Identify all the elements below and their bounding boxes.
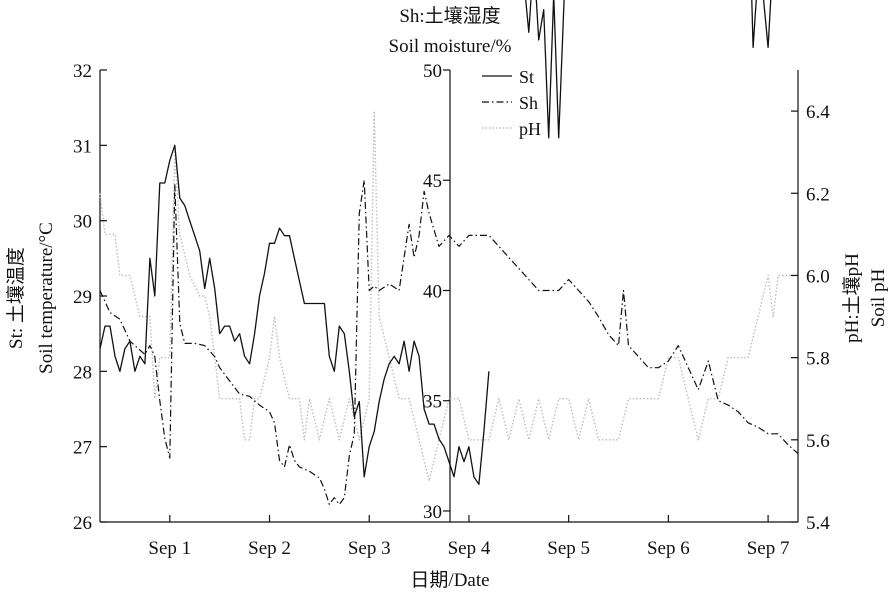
ticks-layer: Sep 1 Sep 2 Sep 3 Sep 4 Sep 5 Sep 6 Sep 7 26 27 2…: [73, 61, 830, 559]
right-tick-label: 5.6: [806, 431, 830, 452]
left-tick-label: 27: [73, 438, 92, 459]
left-axis-sublabel: Soil temperature/°C: [36, 222, 57, 374]
legend-label: St: [519, 67, 534, 87]
chart-title: Sh:土壤湿度: [399, 5, 500, 27]
right-tick-label: 5.4: [806, 513, 830, 534]
left-tick-label: 28: [73, 362, 92, 383]
x-tick-label: Sep 5: [547, 538, 590, 559]
legend-label: Sh: [519, 93, 538, 113]
middle-tick-label: 40: [423, 281, 442, 302]
left-tick-label: 30: [73, 212, 92, 233]
series-layer: [99, 0, 799, 505]
right-tick-label: 6.0: [806, 266, 830, 287]
middle-tick-label: 30: [423, 502, 442, 523]
x-tick-label: Sep 2: [248, 538, 291, 559]
left-tick-label: 31: [73, 136, 92, 157]
x-tick-label: Sep 3: [348, 538, 391, 559]
left-axis-label: St: 土壤温度: [5, 247, 27, 349]
x-tick-label: Sep 1: [148, 538, 191, 559]
legend: St Sh pH: [482, 67, 541, 139]
right-axis-label: pH:土壤pH: [841, 253, 863, 343]
left-tick-label: 29: [73, 287, 92, 308]
right-tick-label: 6.4: [806, 102, 830, 123]
chart-frame: [99, 70, 799, 523]
x-axis-label: 日期/Date: [410, 569, 489, 591]
middle-tick-label: 45: [423, 171, 442, 192]
series-line-ph: [99, 110, 798, 482]
left-tick-label: 32: [73, 61, 92, 82]
x-tick-label: Sep 4: [448, 538, 491, 559]
legend-label: pH: [519, 119, 541, 139]
x-tick-label: Sep 6: [647, 538, 690, 559]
series-line-sh: [99, 179, 799, 505]
series-line-st: [99, 144, 490, 485]
x-tick-label: Sep 7: [747, 538, 790, 559]
left-tick-label: 26: [73, 513, 92, 534]
right-axis-sublabel: Soil pH: [868, 268, 889, 327]
chart-subtitle: Soil moisture/%: [389, 36, 512, 57]
right-tick-label: 6.2: [806, 184, 830, 205]
middle-tick-label: 50: [423, 61, 442, 82]
right-tick-label: 5.8: [806, 349, 830, 370]
middle-tick-label: 35: [423, 392, 442, 413]
